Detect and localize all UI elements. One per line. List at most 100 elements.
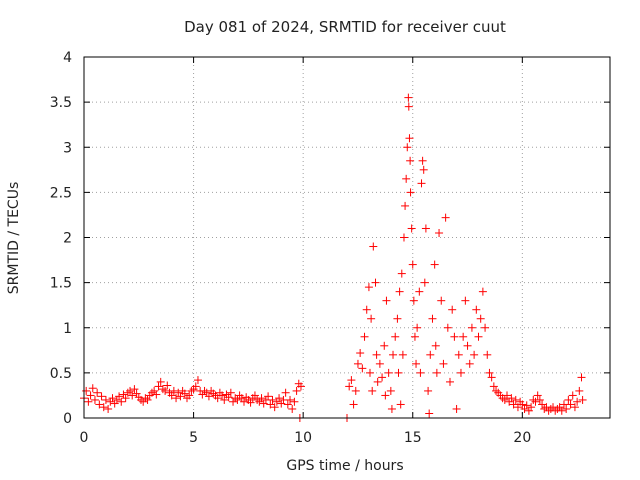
y-tick-label: 0.5 [50, 366, 72, 382]
data-point [531, 397, 540, 406]
data-point [405, 134, 414, 143]
data-point [454, 350, 463, 359]
data-point [492, 386, 501, 395]
data-point [428, 314, 437, 323]
data-point [130, 385, 139, 394]
data-point [399, 233, 408, 242]
data-point [450, 332, 459, 341]
y-tick-label: 3 [63, 140, 72, 156]
data-point [378, 373, 387, 382]
data-point [239, 397, 248, 406]
data-point [465, 359, 474, 368]
data-point [461, 296, 470, 305]
data-point [410, 332, 419, 341]
data-point [538, 400, 547, 409]
y-tick-label: 1.5 [50, 276, 72, 292]
data-point [391, 332, 400, 341]
data-point [487, 373, 496, 382]
data-point [250, 391, 259, 400]
data-point [419, 165, 428, 174]
data-point [566, 400, 575, 409]
x-tick-label: 20 [513, 430, 531, 446]
data-point [288, 404, 297, 413]
data-point [351, 386, 360, 395]
data-point [578, 395, 587, 404]
data-point [459, 332, 468, 341]
data-point [264, 392, 273, 401]
data-point [420, 278, 429, 287]
data-point [372, 350, 381, 359]
data-point [104, 404, 113, 413]
data-point [568, 391, 577, 400]
data-point [557, 406, 566, 415]
x-axis-label: GPS time / hours [286, 458, 403, 474]
plot-frame [83, 56, 611, 419]
data-point [371, 278, 380, 287]
data-point [509, 400, 518, 409]
data-point [172, 394, 181, 403]
data-point [408, 260, 417, 269]
data-point [421, 224, 430, 233]
data-point [154, 382, 163, 391]
data-point [224, 393, 233, 402]
data-point [415, 287, 424, 296]
data-point [489, 382, 498, 391]
data-point [180, 389, 189, 398]
data-point [373, 377, 382, 386]
data-point [394, 368, 403, 377]
data-point [409, 296, 418, 305]
x-tick-label: 0 [80, 430, 89, 446]
data-point [500, 395, 509, 404]
data-point [84, 397, 93, 406]
data-point [398, 350, 407, 359]
data-point [115, 392, 124, 401]
data-point [233, 395, 242, 404]
data-point [380, 341, 389, 350]
data-point [524, 406, 533, 415]
data-point [286, 395, 295, 404]
data-point [439, 359, 448, 368]
data-point [121, 394, 130, 403]
data-point [126, 386, 135, 395]
data-point [283, 400, 292, 409]
data-point [270, 403, 279, 412]
data-point [193, 376, 202, 385]
data-point [349, 400, 358, 409]
data-point [431, 341, 440, 350]
data-point [406, 188, 415, 197]
data-point [401, 201, 410, 210]
data-point [393, 314, 402, 323]
data-point [562, 404, 571, 413]
y-tick-label: 0 [63, 411, 72, 427]
data-point [446, 377, 455, 386]
data-point [518, 400, 527, 409]
data-point [404, 102, 413, 111]
data-point [362, 305, 371, 314]
data-point [356, 349, 365, 358]
grid [84, 57, 610, 418]
data-point [268, 395, 277, 404]
data-point [110, 399, 119, 408]
data-point [198, 390, 207, 399]
x-tick-label: 10 [294, 430, 312, 446]
data-point [163, 381, 172, 390]
data-point [185, 391, 194, 400]
data-point [527, 403, 536, 412]
y-tick-label: 2 [63, 231, 72, 247]
data-point [139, 397, 148, 406]
data-point [358, 364, 367, 373]
data-point [387, 404, 396, 413]
data-point [424, 386, 433, 395]
data-point [369, 242, 378, 251]
data-point [573, 397, 582, 406]
data-point [564, 395, 573, 404]
x-tick-label: 15 [404, 430, 422, 446]
data-point [467, 323, 476, 332]
data-point [375, 359, 384, 368]
data-point [452, 404, 461, 413]
data-point [426, 350, 435, 359]
data-point [418, 156, 427, 165]
data-point [389, 350, 398, 359]
data-point [368, 386, 377, 395]
